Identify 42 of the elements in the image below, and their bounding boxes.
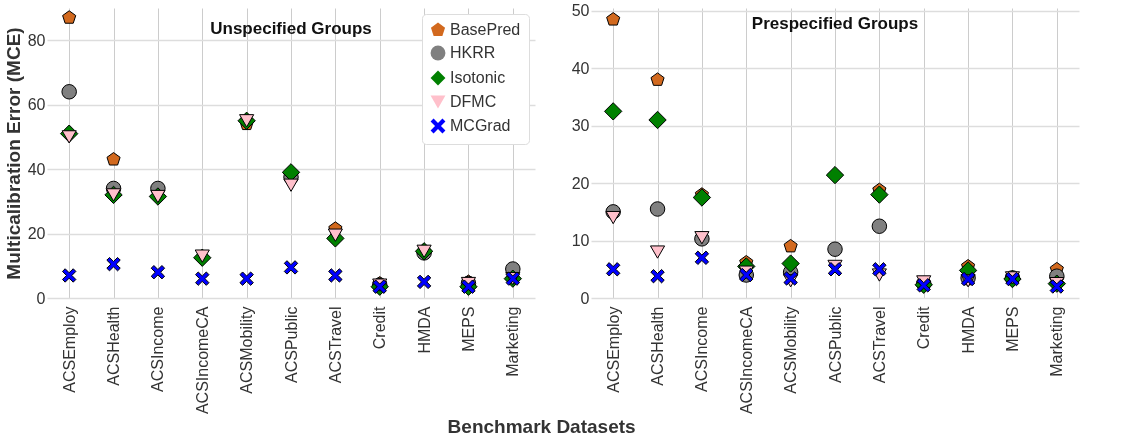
x-tick-label: ACSIncome xyxy=(693,306,711,392)
y-axis-title: Multicalibration Error (MCE) xyxy=(2,27,24,280)
x-tick-label: MEPS xyxy=(1003,306,1021,352)
x-tick-label: ACSIncomeCA xyxy=(193,306,211,415)
y-tick-label: 10 xyxy=(571,232,590,250)
y-tick-label: 50 xyxy=(571,2,590,20)
legend-label: HKRR xyxy=(450,44,496,61)
legend-label: MCGrad xyxy=(450,117,511,134)
legend-label: Isotonic xyxy=(450,69,506,86)
x-tick-label: Credit xyxy=(371,305,389,350)
text: Unspecified Groups xyxy=(210,19,372,38)
x-tick-label: ACSIncome xyxy=(149,306,167,392)
x-tick-label: ACSEmploy xyxy=(60,306,78,393)
y-tick-label: 20 xyxy=(571,174,590,192)
y-tick-label: 30 xyxy=(571,117,590,135)
x-tick-label: MEPS xyxy=(459,306,477,352)
x-tick-label: Credit xyxy=(915,305,933,350)
x-tick-label: Marketing xyxy=(504,306,522,377)
y-tick-label: 0 xyxy=(36,289,46,307)
legend-label: BasePred xyxy=(450,21,521,38)
y-tick-label: 40 xyxy=(571,59,590,77)
chart-title: Prespecified Groups xyxy=(751,13,919,33)
x-tick-label: ACSMobility xyxy=(782,306,800,394)
y-tick-label: 80 xyxy=(27,31,46,49)
x-tick-label: ACSTravel xyxy=(326,306,344,384)
x-tick-label: ACSPublic xyxy=(826,306,844,383)
legend-label: DFMC xyxy=(450,93,497,110)
y-tick-label: 60 xyxy=(27,96,46,114)
x-tick-label: Marketing xyxy=(1048,306,1066,377)
x-axis-title: Benchmark Datasets xyxy=(447,415,636,434)
x-tick-label: ACSTravel xyxy=(870,306,888,384)
x-tick-label: HMDA xyxy=(415,306,433,354)
x-tick-label: ACSIncomeCA xyxy=(737,306,755,415)
x-tick-label: ACSHealth xyxy=(105,306,123,386)
x-tick-label: ACSHealth xyxy=(649,306,667,386)
x-tick-label: ACSMobility xyxy=(238,306,256,394)
y-tick-label: 0 xyxy=(580,289,590,307)
y-tick-label: 40 xyxy=(27,160,46,178)
x-tick-label: ACSPublic xyxy=(282,306,300,383)
x-tick-label: HMDA xyxy=(959,306,977,354)
y-tick-label: 20 xyxy=(27,225,46,243)
x-tick-label: ACSEmploy xyxy=(604,306,622,393)
